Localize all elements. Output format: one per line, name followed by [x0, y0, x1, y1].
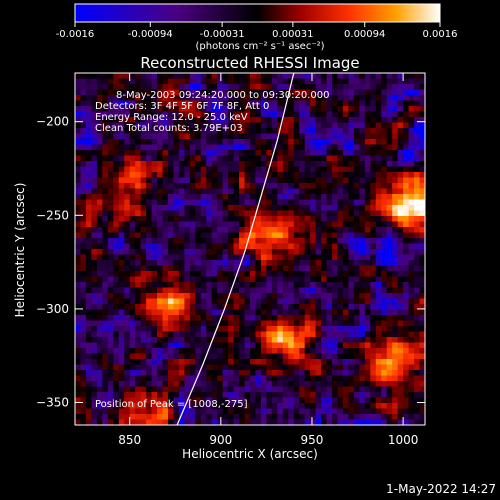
- x-tick-label: 900: [209, 433, 232, 447]
- x-axis-label: Heliocentric X (arcsec): [182, 447, 318, 461]
- colorbar-tick-label: -0.0016: [56, 29, 95, 40]
- colorbar-tick-label: -0.00031: [200, 29, 245, 40]
- annotation-clean: Clean Total counts: 3.79E+03: [95, 123, 243, 134]
- colorbar-tick-label: 0.0016: [423, 29, 458, 40]
- colorbar-tick-label: -0.00094: [128, 29, 173, 40]
- y-axis-label: Heliocentric Y (arcsec): [13, 183, 27, 318]
- footer-timestamp: 1-May-2022 14:27: [386, 482, 496, 496]
- y-tick-label: −350: [36, 396, 69, 410]
- chart-title: Reconstructed RHESSI Image: [140, 54, 359, 72]
- annotation-time-range: 8-May-2003 09:24:20.000 to 09:30:20.000: [116, 90, 329, 101]
- y-tick-label: −300: [36, 302, 69, 316]
- colorbar-tick-label: 0.00031: [272, 29, 313, 40]
- annotation-detectors: Detectors: 3F 4F 5F 6F 7F 8F, Att 0: [95, 101, 269, 112]
- x-axis: 850 900 950 1000: [118, 73, 418, 447]
- annotation-energy: Energy Range: 12.0 - 25.0 keV: [95, 112, 248, 123]
- colorbar-unit-label: (photons cm⁻² s⁻¹ asec⁻²): [195, 41, 324, 52]
- colorbar: [74, 3, 441, 23]
- annotation-peak: Position of Peak = [1008,-275]: [95, 399, 248, 410]
- y-axis: −200 −250 −300 −350: [36, 115, 425, 410]
- y-tick-label: −200: [36, 115, 69, 129]
- annotation-block: 8-May-2003 09:24:20.000 to 09:30:20.000 …: [95, 90, 329, 410]
- colorbar-tick-label: 0.00094: [344, 29, 385, 40]
- solar-limb-curve: [176, 73, 295, 425]
- x-tick-label: 850: [118, 433, 141, 447]
- x-tick-label: 1000: [388, 433, 419, 447]
- plot-frame: [74, 72, 426, 426]
- colorbar-ticks: -0.0016 -0.00094 -0.00031 0.00031 0.00094 0.0…: [56, 22, 458, 40]
- x-tick-label: 950: [301, 433, 324, 447]
- heatmap-image: [75, 73, 425, 425]
- y-tick-label: −250: [36, 208, 69, 222]
